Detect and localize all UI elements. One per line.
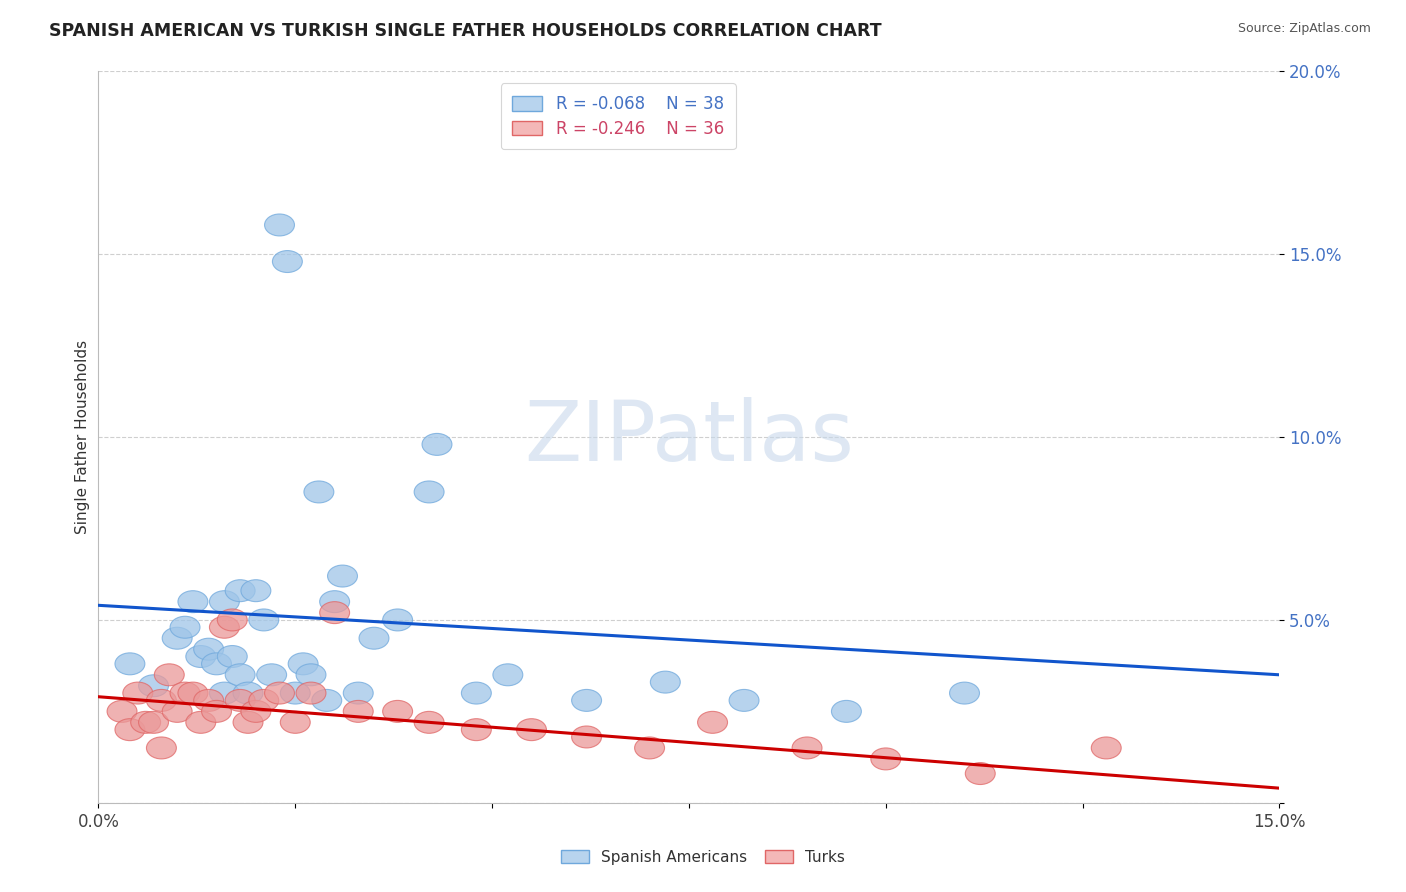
Ellipse shape: [225, 580, 254, 601]
Ellipse shape: [966, 763, 995, 785]
Ellipse shape: [730, 690, 759, 712]
Y-axis label: Single Father Households: Single Father Households: [75, 340, 90, 534]
Ellipse shape: [209, 682, 239, 704]
Ellipse shape: [139, 675, 169, 697]
Ellipse shape: [319, 591, 350, 613]
Ellipse shape: [494, 664, 523, 686]
Ellipse shape: [264, 682, 294, 704]
Ellipse shape: [516, 719, 547, 740]
Ellipse shape: [415, 712, 444, 733]
Ellipse shape: [304, 481, 333, 503]
Ellipse shape: [280, 712, 311, 733]
Ellipse shape: [257, 664, 287, 686]
Ellipse shape: [155, 664, 184, 686]
Ellipse shape: [201, 653, 232, 675]
Ellipse shape: [194, 639, 224, 660]
Text: SPANISH AMERICAN VS TURKISH SINGLE FATHER HOUSEHOLDS CORRELATION CHART: SPANISH AMERICAN VS TURKISH SINGLE FATHE…: [49, 22, 882, 40]
Ellipse shape: [461, 719, 491, 740]
Ellipse shape: [170, 616, 200, 639]
Ellipse shape: [240, 700, 271, 723]
Ellipse shape: [115, 719, 145, 740]
Ellipse shape: [233, 682, 263, 704]
Ellipse shape: [179, 591, 208, 613]
Ellipse shape: [343, 700, 373, 723]
Ellipse shape: [233, 712, 263, 733]
Ellipse shape: [634, 737, 665, 759]
Ellipse shape: [249, 690, 278, 712]
Ellipse shape: [288, 653, 318, 675]
Ellipse shape: [186, 712, 215, 733]
Ellipse shape: [194, 690, 224, 712]
Ellipse shape: [146, 737, 176, 759]
Ellipse shape: [139, 712, 169, 733]
Ellipse shape: [297, 682, 326, 704]
Ellipse shape: [107, 700, 136, 723]
Ellipse shape: [131, 712, 160, 733]
Ellipse shape: [572, 726, 602, 747]
Ellipse shape: [115, 653, 145, 675]
Ellipse shape: [461, 682, 491, 704]
Ellipse shape: [122, 682, 153, 704]
Legend: Spanish Americans, Turks: Spanish Americans, Turks: [555, 844, 851, 871]
Ellipse shape: [359, 627, 389, 649]
Ellipse shape: [297, 664, 326, 686]
Text: ZIPatlas: ZIPatlas: [524, 397, 853, 477]
Ellipse shape: [949, 682, 980, 704]
Ellipse shape: [382, 700, 412, 723]
Ellipse shape: [651, 671, 681, 693]
Ellipse shape: [218, 609, 247, 631]
Ellipse shape: [697, 712, 727, 733]
Ellipse shape: [328, 566, 357, 587]
Ellipse shape: [422, 434, 451, 455]
Ellipse shape: [186, 646, 215, 667]
Ellipse shape: [225, 690, 254, 712]
Ellipse shape: [218, 646, 247, 667]
Ellipse shape: [572, 690, 602, 712]
Ellipse shape: [870, 747, 901, 770]
Ellipse shape: [170, 682, 200, 704]
Ellipse shape: [146, 690, 176, 712]
Ellipse shape: [319, 601, 350, 624]
Ellipse shape: [179, 682, 208, 704]
Text: Source: ZipAtlas.com: Source: ZipAtlas.com: [1237, 22, 1371, 36]
Ellipse shape: [162, 700, 193, 723]
Ellipse shape: [831, 700, 862, 723]
Ellipse shape: [249, 609, 278, 631]
Ellipse shape: [162, 627, 193, 649]
Ellipse shape: [273, 251, 302, 273]
Legend: R = -0.068    N = 38, R = -0.246    N = 36: R = -0.068 N = 38, R = -0.246 N = 36: [501, 83, 735, 149]
Ellipse shape: [343, 682, 373, 704]
Ellipse shape: [312, 690, 342, 712]
Ellipse shape: [382, 609, 412, 631]
Ellipse shape: [225, 664, 254, 686]
Ellipse shape: [240, 580, 271, 601]
Ellipse shape: [201, 700, 232, 723]
Ellipse shape: [792, 737, 823, 759]
Ellipse shape: [280, 682, 311, 704]
Ellipse shape: [209, 616, 239, 639]
Ellipse shape: [1091, 737, 1121, 759]
Ellipse shape: [209, 591, 239, 613]
Ellipse shape: [264, 214, 294, 235]
Ellipse shape: [415, 481, 444, 503]
